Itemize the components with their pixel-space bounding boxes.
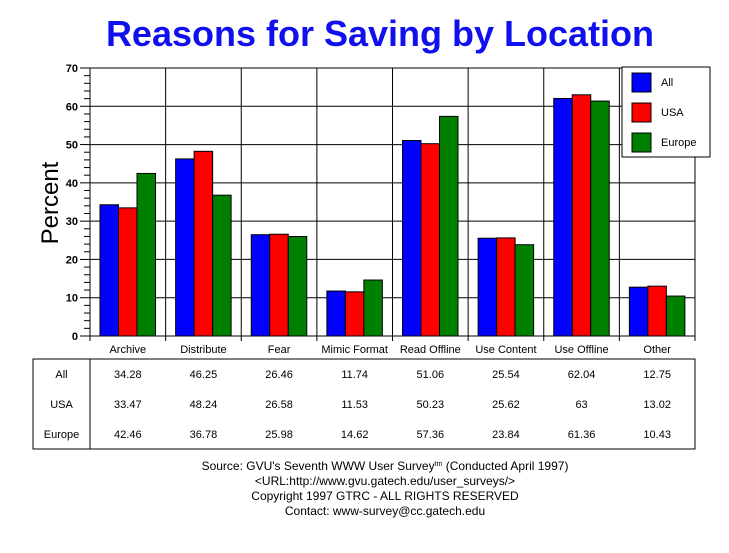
category-label: Fear — [268, 344, 291, 356]
legend-label: Europe — [661, 137, 696, 149]
y-tick-label: 50 — [66, 140, 78, 152]
y-axis-label: Percent — [37, 161, 64, 244]
table-cell: 50.23 — [417, 399, 445, 411]
bar-europe — [514, 244, 535, 337]
bar-usa — [118, 207, 138, 337]
table-cell: 14.62 — [341, 429, 369, 441]
footer-source: Source: GVU's Seventh WWW User Surveytm … — [0, 459, 729, 473]
table-row-header: Europe — [44, 429, 79, 441]
table-cell: 25.54 — [492, 369, 520, 381]
table-cell: 26.46 — [265, 369, 293, 381]
table-cell: 51.06 — [417, 369, 445, 381]
table-cell: 57.36 — [417, 429, 445, 441]
bar-all — [99, 204, 119, 337]
bar-all — [477, 237, 498, 337]
y-tick-label: 30 — [66, 216, 78, 228]
category-label: Archive — [109, 344, 146, 356]
bar-usa — [344, 291, 365, 337]
footer-copyright: Copyright 1997 GTRC - ALL RIGHTS RESERVE… — [251, 489, 519, 503]
bar-all — [250, 234, 271, 337]
table-cell: 48.24 — [190, 399, 218, 411]
bar-europe — [439, 115, 459, 337]
table-cell: 11.74 — [341, 369, 368, 381]
table-cell: 11.53 — [341, 399, 368, 411]
legend-swatch-europe — [631, 132, 652, 153]
category-label: Other — [643, 344, 671, 356]
table-cell: 25.62 — [492, 399, 520, 411]
table-cell: 23.84 — [492, 429, 520, 441]
table-row-header: USA — [50, 399, 73, 411]
table-cell: 61.36 — [568, 429, 596, 441]
table-row-header: All — [55, 369, 67, 381]
category-label: Mimic Format — [321, 344, 388, 356]
y-tick-label: 0 — [72, 331, 78, 343]
bar-usa — [647, 285, 667, 337]
source-text: Source: GVU's Seventh WWW User Survey — [201, 459, 435, 473]
footer-url[interactable]: <URL:http://www.gvu.gatech.edu/user_surv… — [254, 474, 516, 488]
footer-contact[interactable]: Contact: www-survey@cc.gatech.edu — [284, 504, 486, 518]
table-cell: 46.25 — [190, 369, 218, 381]
table-cell: 42.46 — [114, 429, 142, 441]
legend-label: All — [661, 77, 673, 89]
bar-usa — [269, 233, 289, 337]
category-label: Use Content — [475, 344, 536, 356]
bar-europe — [665, 295, 686, 337]
y-tick-label: 60 — [66, 101, 78, 113]
y-tick-label: 40 — [66, 178, 78, 190]
table-cell: 36.78 — [190, 429, 218, 441]
bar-europe — [363, 279, 383, 337]
category-label: Distribute — [180, 344, 226, 356]
bar-all — [402, 140, 422, 337]
bar-europe — [590, 100, 610, 337]
bar-all — [628, 286, 649, 337]
bar-all — [326, 290, 346, 337]
table-cell: 33.47 — [114, 399, 142, 411]
legend-swatch-usa — [631, 102, 652, 123]
bar-usa — [193, 150, 214, 337]
table-cell: 10.43 — [643, 429, 671, 441]
table-cell: 63 — [575, 399, 587, 411]
legend-label: USA — [661, 107, 684, 119]
y-tick-label: 70 — [66, 63, 78, 75]
data-table-border — [32, 358, 696, 450]
y-tick-label: 20 — [66, 254, 78, 266]
legend-swatch-all — [631, 72, 652, 93]
y-tick-label: 10 — [66, 293, 78, 305]
tm-mark: tm — [434, 461, 443, 468]
bar-europe — [136, 172, 156, 337]
table-cell: 25.98 — [265, 429, 293, 441]
bar-europe — [212, 194, 232, 337]
bar-all — [553, 97, 573, 337]
category-label: Read Offline — [400, 344, 461, 356]
chart-title: Reasons for Saving by Location — [106, 13, 654, 54]
table-cell: 13.02 — [643, 399, 671, 411]
bar-usa — [571, 94, 592, 337]
bar-usa — [496, 237, 516, 337]
table-cell: 62.04 — [568, 369, 596, 381]
table-cell: 26.58 — [265, 399, 293, 411]
bar-usa — [420, 143, 440, 337]
bar-all — [175, 158, 195, 337]
conducted-text: (Conducted April 1997) — [442, 459, 569, 473]
table-cell: 12.75 — [643, 369, 671, 381]
category-label: Use Offline — [554, 344, 608, 356]
bar-europe — [287, 236, 308, 337]
table-cell: 34.28 — [114, 369, 142, 381]
